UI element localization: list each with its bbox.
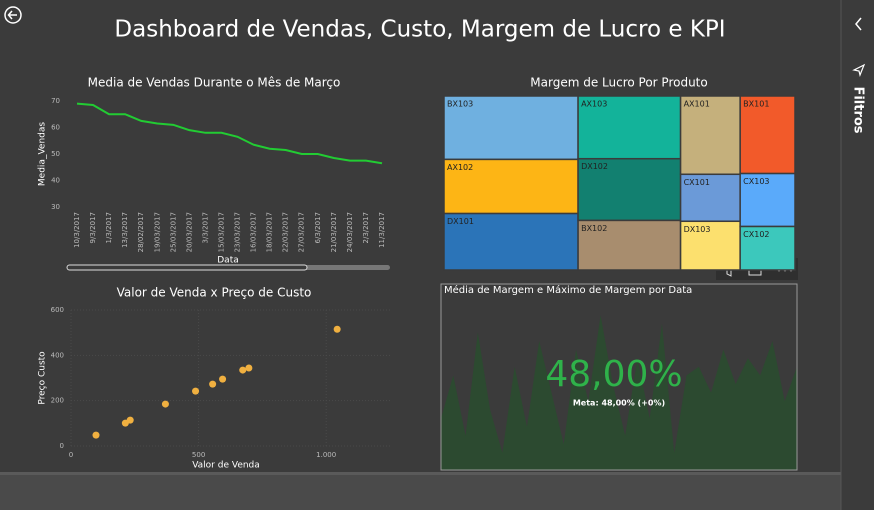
bottom-bar	[0, 474, 841, 510]
tile-label: AX101	[684, 100, 710, 109]
y-tick-label: 200	[51, 397, 64, 405]
x-tick-label: 27/03/2017	[298, 212, 306, 252]
back-button[interactable]	[4, 6, 22, 24]
x-tick-label: 18/03/2017	[266, 212, 274, 252]
scatter-point	[333, 325, 341, 333]
collapse-icon[interactable]	[855, 17, 862, 31]
x-tick-label: 2/3/2017	[362, 212, 370, 243]
treemap-tile	[739, 172, 796, 228]
chart-title: Valor de Venda x Preço de Custo	[117, 286, 312, 300]
tile-label: BX101	[743, 100, 769, 109]
tile-label: CX101	[684, 178, 710, 187]
x-tick-label: 1.000	[316, 451, 336, 459]
tile-label: DX103	[684, 225, 711, 234]
y-tick-label: 600	[51, 306, 64, 314]
filter-icon	[852, 63, 866, 77]
chart-title: Media de Vendas Durante o Mês de Março	[88, 76, 341, 90]
x-tick-label: 9/3/2017	[89, 212, 97, 243]
treemap-tile	[577, 95, 682, 160]
x-tick-label: 6/3/2017	[314, 212, 322, 243]
y-tick-label: 0	[60, 442, 64, 450]
x-tick-label: 10/3/2017	[73, 212, 81, 248]
filters-label[interactable]: Filtros	[851, 86, 866, 133]
y-tick-label: 400	[51, 351, 64, 359]
x-tick-label: 20/03/2017	[185, 212, 193, 252]
scatter-point	[161, 400, 169, 408]
y-tick-label: 70	[51, 97, 60, 105]
x-tick-label: 1/3/2017	[105, 212, 113, 243]
x-tick-label: 21/03/2017	[330, 212, 338, 252]
scrollbar-thumb[interactable]	[66, 264, 308, 271]
scatter-point	[219, 375, 227, 383]
treemap-tile	[739, 225, 796, 271]
treemap-tile	[443, 212, 579, 271]
kpi-title: Média de Margem e Máximo de Margem por D…	[444, 284, 692, 296]
x-tick-label: 24/03/2017	[346, 212, 354, 252]
y-tick-label: 30	[51, 203, 60, 211]
tile-label: CX103	[743, 177, 769, 186]
scatter-point	[192, 387, 200, 395]
tile-label: BX103	[447, 100, 473, 109]
line-series	[76, 102, 383, 165]
x-axis-label: Data	[217, 256, 239, 266]
kpi-value: 48,00%	[545, 354, 682, 395]
tile-label: AX103	[581, 100, 607, 109]
chart-title: Margem de Lucro Por Produto	[530, 76, 707, 90]
x-tick-label: 11/3/2017	[378, 212, 386, 248]
x-tick-label: 500	[192, 451, 205, 459]
x-tick-label: 19/03/2017	[153, 212, 161, 252]
y-tick-label: 40	[51, 177, 60, 185]
treemap-tile	[577, 219, 682, 271]
scatter-point	[239, 366, 247, 374]
x-tick-label: 28/02/2017	[137, 212, 145, 252]
trend-area	[441, 315, 797, 470]
tile-label: CX102	[743, 230, 769, 239]
scatter-point	[209, 380, 217, 388]
treemap-tile	[443, 158, 579, 215]
scatter-point	[92, 431, 100, 439]
scatter-point	[245, 364, 253, 372]
x-tick-label: 23/03/2017	[234, 212, 242, 252]
tile-label: DX102	[581, 162, 608, 171]
y-tick-label: 60	[51, 124, 60, 132]
page-title: Dashboard de Vendas, Custo, Margem de Lu…	[114, 17, 725, 43]
tile-label: AX102	[447, 163, 473, 172]
bottom-edge	[0, 472, 841, 475]
x-tick-label: 22/03/2017	[282, 212, 290, 252]
kpi-goal: Meta: 48,00% (+0%)	[573, 399, 665, 408]
x-tick-label: 15/03/2017	[217, 212, 225, 252]
visual-frame	[440, 283, 798, 471]
x-tick-label: 3/3/2017	[201, 212, 209, 243]
x-tick-label: 25/03/2017	[169, 212, 177, 252]
x-tick-label: 13/3/2017	[121, 212, 129, 248]
tile-label: BX102	[581, 224, 607, 233]
y-axis-label: Media_Vendas	[38, 122, 48, 186]
tile-label: DX101	[447, 217, 474, 226]
scatter-point	[126, 416, 134, 424]
y-axis-label: Preço Custo	[38, 351, 48, 405]
x-axis-label: Valor de Venda	[192, 461, 260, 471]
treemap-tile	[679, 173, 741, 223]
treemap-tile	[739, 95, 796, 175]
x-tick-label: 0	[69, 451, 73, 459]
x-tick-label: 16/03/2017	[250, 212, 258, 252]
y-tick-label: 50	[51, 150, 60, 158]
